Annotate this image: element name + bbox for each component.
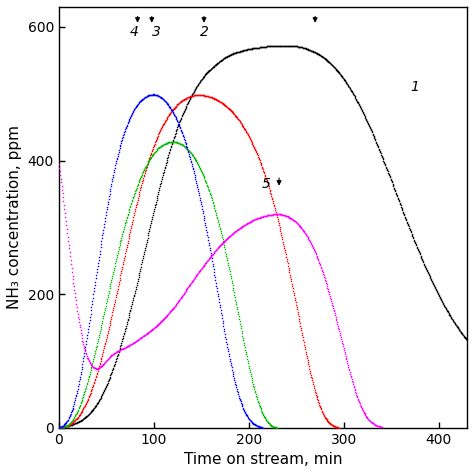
Text: 3: 3 (152, 25, 161, 39)
Text: 5: 5 (261, 177, 270, 191)
Y-axis label: NH₃ concentration, ppm: NH₃ concentration, ppm (7, 125, 22, 310)
Text: 1: 1 (410, 80, 419, 94)
X-axis label: Time on stream, min: Time on stream, min (183, 452, 342, 467)
Text: 2: 2 (200, 25, 209, 39)
Text: 4: 4 (129, 25, 138, 39)
